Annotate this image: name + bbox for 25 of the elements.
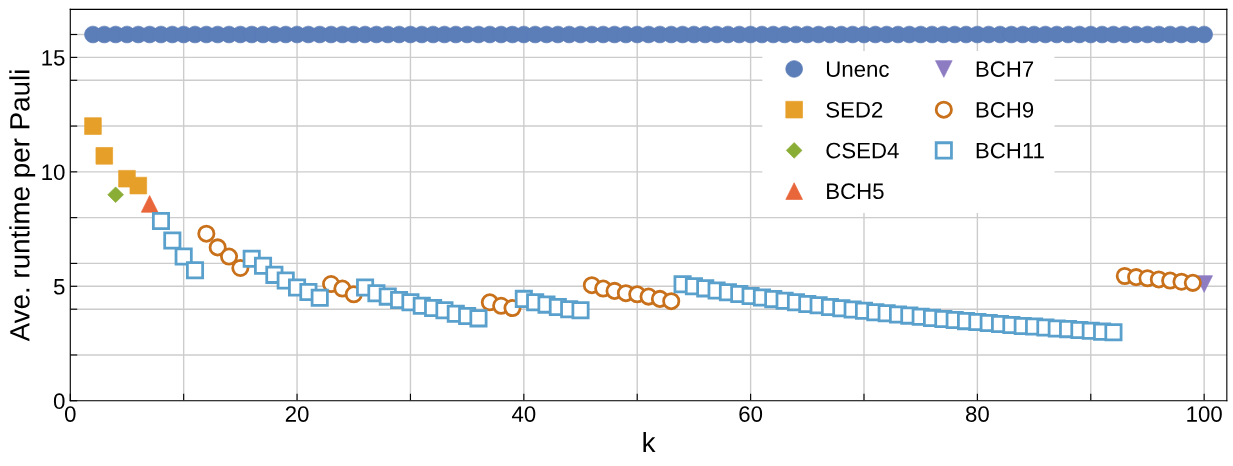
- y-tick-label: 10: [42, 164, 65, 181]
- point: [208, 238, 227, 257]
- legend-label: Unenc: [826, 61, 889, 77]
- x-axis-title: k: [643, 431, 656, 453]
- x-tick-label: 0: [64, 406, 76, 422]
- x-tick-label: 60: [739, 406, 763, 422]
- legend-label: BCH11: [976, 142, 1044, 159]
- point: [662, 292, 681, 311]
- x-tick-label: 80: [965, 406, 989, 422]
- x-tick-label: 100: [1187, 406, 1222, 422]
- point: [95, 147, 113, 165]
- legend-label: BCH5: [827, 183, 884, 200]
- point: [219, 247, 239, 266]
- x-tick-label: 40: [511, 406, 536, 422]
- legend-label: BCH7: [976, 61, 1034, 77]
- point: [1183, 273, 1202, 292]
- legend-label: BCH9: [976, 101, 1034, 118]
- legend-label: SED2: [826, 101, 883, 118]
- y-tick-label: 15: [42, 50, 65, 66]
- y-tick-label: 0: [53, 393, 65, 410]
- x-tick-label: 20: [285, 406, 309, 422]
- y-tick-label: 5: [53, 279, 65, 295]
- legend-label: CSED4: [826, 142, 899, 159]
- point: [197, 224, 216, 243]
- y-axis-title: Ave. runtime per Pauli: [9, 70, 36, 342]
